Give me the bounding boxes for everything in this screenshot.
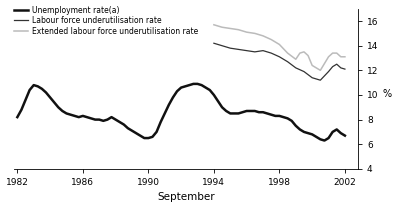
Y-axis label: %: % [382, 89, 391, 99]
Legend: Unemployment rate(a), Labour force underutilisation rate, Extended labour force : Unemployment rate(a), Labour force under… [14, 6, 198, 36]
X-axis label: September: September [157, 192, 215, 202]
